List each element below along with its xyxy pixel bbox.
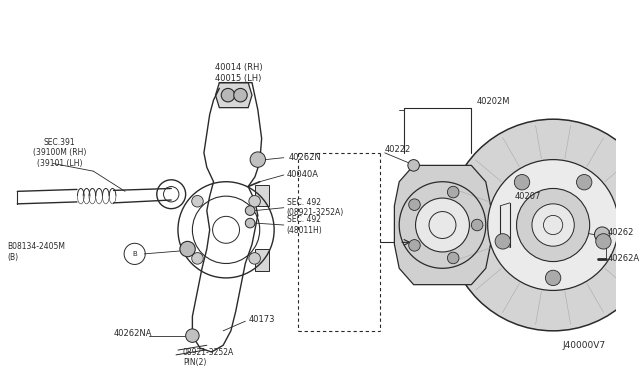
Text: B08134-2405M
(B): B08134-2405M (B) xyxy=(8,242,66,262)
Text: SEC. 492
(08921-3252A): SEC. 492 (08921-3252A) xyxy=(287,198,344,217)
Text: 08921-3252A
PIN(2): 08921-3252A PIN(2) xyxy=(183,348,234,368)
Circle shape xyxy=(249,195,260,207)
Polygon shape xyxy=(255,249,269,271)
Circle shape xyxy=(245,206,255,215)
Circle shape xyxy=(577,174,592,190)
Circle shape xyxy=(515,174,530,190)
Text: 40222: 40222 xyxy=(385,145,411,154)
Text: SEC. 492
(48011H): SEC. 492 (48011H) xyxy=(287,215,323,235)
Circle shape xyxy=(471,219,483,231)
Text: 40202M: 40202M xyxy=(476,97,509,106)
Circle shape xyxy=(180,241,195,257)
Circle shape xyxy=(495,234,511,249)
Circle shape xyxy=(596,234,611,249)
Text: 40262A: 40262A xyxy=(608,254,640,263)
Text: 40207: 40207 xyxy=(515,192,541,201)
Circle shape xyxy=(192,195,204,207)
Polygon shape xyxy=(255,185,269,206)
Text: 40173: 40173 xyxy=(248,315,275,324)
Circle shape xyxy=(595,227,610,242)
Circle shape xyxy=(447,119,640,331)
Circle shape xyxy=(545,270,561,286)
Circle shape xyxy=(234,89,247,102)
Circle shape xyxy=(516,189,589,262)
Circle shape xyxy=(488,160,618,291)
Circle shape xyxy=(245,218,255,228)
Circle shape xyxy=(532,204,574,246)
Circle shape xyxy=(408,160,419,171)
Circle shape xyxy=(249,253,260,264)
Circle shape xyxy=(186,329,199,342)
Polygon shape xyxy=(216,83,252,108)
Text: J40000V7: J40000V7 xyxy=(563,341,606,350)
Text: 40262NA: 40262NA xyxy=(113,329,152,338)
Text: 40014 (RH)
40015 (LH): 40014 (RH) 40015 (LH) xyxy=(215,63,262,83)
Text: B: B xyxy=(132,251,137,257)
Circle shape xyxy=(250,152,266,167)
Text: 40040A: 40040A xyxy=(287,170,319,180)
Circle shape xyxy=(409,240,420,251)
Text: SEC.391
(39100M (RH)
(39101 (LH): SEC.391 (39100M (RH) (39101 (LH) xyxy=(33,138,86,168)
Text: 40262N: 40262N xyxy=(289,153,321,162)
Text: 40262: 40262 xyxy=(608,228,634,237)
Circle shape xyxy=(409,199,420,211)
Circle shape xyxy=(192,253,204,264)
Circle shape xyxy=(221,89,235,102)
Circle shape xyxy=(447,186,459,198)
Polygon shape xyxy=(394,166,491,285)
Circle shape xyxy=(415,198,469,252)
Circle shape xyxy=(447,252,459,264)
